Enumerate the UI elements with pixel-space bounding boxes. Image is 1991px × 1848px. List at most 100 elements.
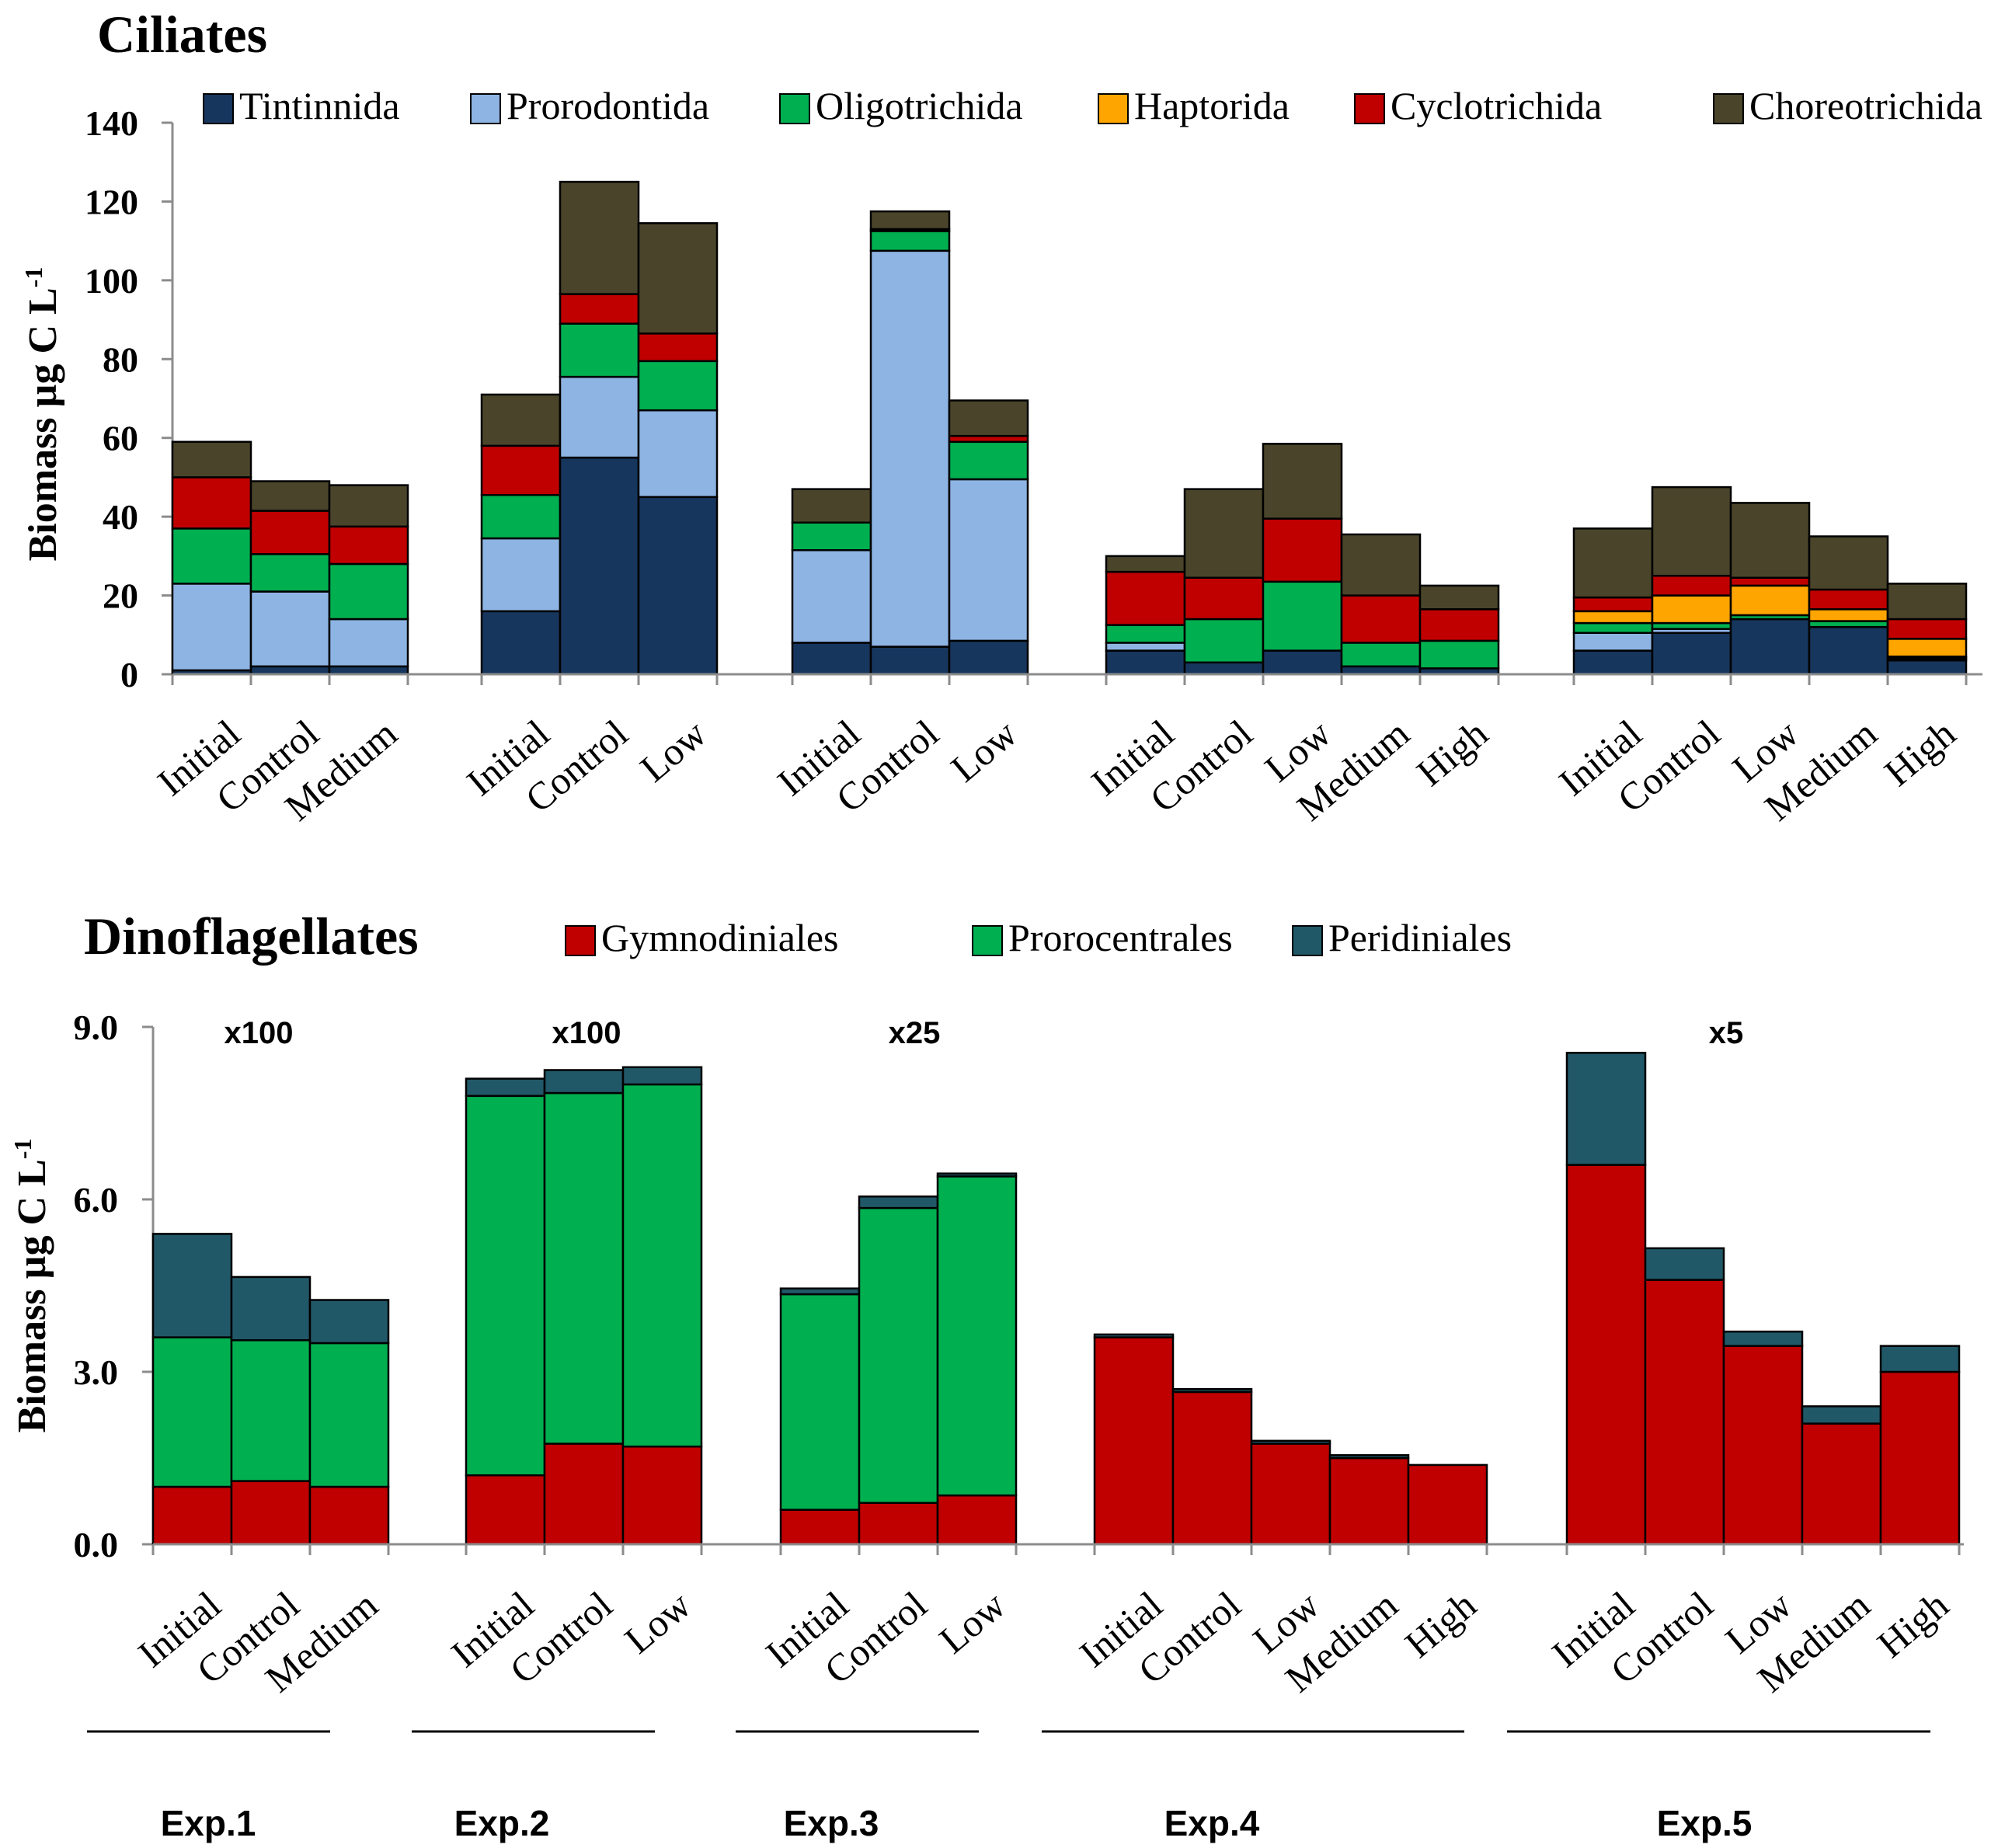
x-tick-label: Low [632, 712, 714, 791]
bar-segment-gymnodiniales [1328, 1456, 1410, 1546]
bar-segment-oligotrichida [1340, 642, 1422, 668]
bar-segment-choreotrichida [171, 440, 252, 479]
x-tick-label: High [1397, 1583, 1485, 1666]
bar-segment-oligotrichida [637, 360, 719, 412]
bar-segment-prorocentrales [465, 1095, 546, 1477]
bar-segment-tintinnida [1886, 660, 1968, 676]
ciliates-bars [171, 180, 1968, 676]
bar-segment-peridiniales [1093, 1333, 1175, 1338]
ciliates-legend: Tintinnida Prorodontida Oligotrichida Hapto… [203, 84, 1982, 127]
multiplier-label: x25 [889, 1016, 941, 1050]
bar-segment-choreotrichida [1418, 584, 1500, 611]
bar-segment-prorodontida [1105, 642, 1186, 652]
bar-segment-oligotrichida [559, 322, 640, 378]
experiment-label-exp-3: Exp.3 [784, 1803, 879, 1843]
dinoflagellates-panel: Dinoflagellates Biomass µg C L-1 Gymnodi… [9, 907, 1964, 1700]
bar-segment-oligotrichida [1418, 639, 1500, 670]
bar-segment-cyclotrichida [559, 293, 640, 325]
legend-label-oligotrichida: Oligotrichida [816, 84, 1023, 127]
multiplier-label: x100 [552, 1016, 621, 1050]
bar-segment-cyclotrichida [249, 510, 331, 555]
bar-segment-tintinnida [249, 665, 331, 676]
y-tick-label: 0 [120, 655, 138, 694]
bar-segment-tintinnida [869, 646, 951, 676]
x-tick-label: Low [616, 1583, 698, 1662]
x-tick-label: Low [931, 1583, 1013, 1662]
bar-segment-choreotrichida [791, 488, 872, 524]
legend-label-prorodontida: Prorodontida [506, 84, 709, 127]
ciliates-title: Ciliates [97, 5, 267, 64]
y-tick-label: 140 [85, 103, 138, 143]
bar-segment-oligotrichida [1262, 580, 1343, 652]
legend-swatch-oligotrichida [779, 93, 810, 124]
bar-segment-tintinnida [1808, 625, 1889, 676]
dinoflagellates-y-axis-label: Biomass µg C L-1 [9, 1139, 54, 1433]
bar-segment-peridiniales [779, 1287, 861, 1296]
bar-segment-peridiniales [1801, 1405, 1882, 1425]
y-tick-label: 120 [85, 182, 138, 221]
bar-segment-oligotrichida [1572, 621, 1654, 634]
multiplier-label: x5 [1709, 1016, 1744, 1050]
bar-segment-oligotrichida [328, 562, 409, 621]
bar-segment-gymnodiniales [230, 1480, 312, 1546]
x-tick-label: High [1876, 712, 1964, 795]
bar-segment-gymnodiniales [936, 1494, 1018, 1546]
bar-segment-cyclotrichida [1105, 570, 1186, 626]
bar-segment-peridiniales [1171, 1387, 1253, 1394]
bar-segment-peridiniales [621, 1066, 703, 1086]
bar-segment-prorocentrales [543, 1091, 625, 1445]
bar-segment-gymnodiniales [1250, 1443, 1331, 1546]
experiment-label-exp-2: Exp.2 [454, 1803, 550, 1843]
ciliates-y-axis: 0 20 40 60 80 100 120 140 [85, 103, 174, 694]
bar-segment-prorodontida [249, 590, 331, 668]
bar-segment-oligotrichida [791, 521, 872, 552]
legend-label-haptorida: Haptorida [1134, 84, 1290, 127]
bar-segment-peridiniales [1722, 1330, 1804, 1347]
y-tick-label: 6.0 [74, 1180, 119, 1220]
y-tick-label: 9.0 [74, 1008, 119, 1047]
legend-label-tintinnida: Tintinnida [239, 84, 400, 127]
bar-segment-choreotrichida [1183, 488, 1265, 579]
bar-segment-prorocentrales [308, 1342, 390, 1488]
bar-segment-haptorida [1729, 584, 1811, 617]
bar-segment-tintinnida [1572, 649, 1654, 676]
bar-segment-gymnodiniales [1565, 1164, 1647, 1546]
x-tick-label: High [1408, 712, 1496, 795]
legend-swatch-haptorida [1098, 93, 1129, 124]
bar-segment-cyclotrichida [1808, 588, 1889, 611]
bar-segment-gymnodiniales [1801, 1422, 1882, 1546]
bar-segment-gymnodiniales [779, 1509, 861, 1546]
bar-segment-gymnodiniales [1879, 1370, 1961, 1546]
dinoflagellates-bars [151, 1052, 1961, 1546]
y-tick-label: 0.0 [74, 1525, 119, 1564]
bar-segment-oligotrichida [249, 553, 331, 593]
bar-segment-oligotrichida [480, 494, 562, 540]
bar-segment-peridiniales [1879, 1345, 1961, 1373]
bar-segment-prorodontida [559, 375, 640, 459]
bar-segment-cyclotrichida [1183, 576, 1265, 621]
bar-segment-gymnodiniales [1407, 1463, 1488, 1546]
bar-segment-cyclotrichida [1729, 576, 1811, 587]
bar-segment-gymnodiniales [151, 1485, 233, 1546]
x-tick-label: High [1869, 1583, 1957, 1666]
y-tick-label: 20 [103, 576, 138, 616]
bar-segment-choreotrichida [1651, 485, 1732, 577]
bar-segment-prorocentrales [151, 1336, 233, 1488]
bar-segment-choreotrichida [1340, 533, 1422, 597]
bar-segment-peridiniales [465, 1077, 546, 1098]
bar-segment-choreotrichida [1262, 443, 1343, 520]
bar-segment-peridiniales [858, 1195, 939, 1209]
bar-segment-prorodontida [1572, 632, 1654, 652]
bar-segment-choreotrichida [1886, 583, 1968, 621]
bar-segment-choreotrichida [480, 393, 562, 447]
bar-segment-choreotrichida [328, 484, 409, 528]
bar-segment-oligotrichida [948, 440, 1029, 481]
bar-segment-gymnodiniales [308, 1485, 390, 1546]
legend-swatch-prorocentrales [972, 925, 1003, 956]
y-tick-label: 40 [103, 497, 138, 537]
bar-segment-cyclotrichida [480, 444, 562, 496]
bar-segment-prorocentrales [858, 1206, 939, 1504]
bar-segment-gymnodiniales [621, 1445, 703, 1546]
bar-segment-choreotrichida [869, 210, 951, 231]
